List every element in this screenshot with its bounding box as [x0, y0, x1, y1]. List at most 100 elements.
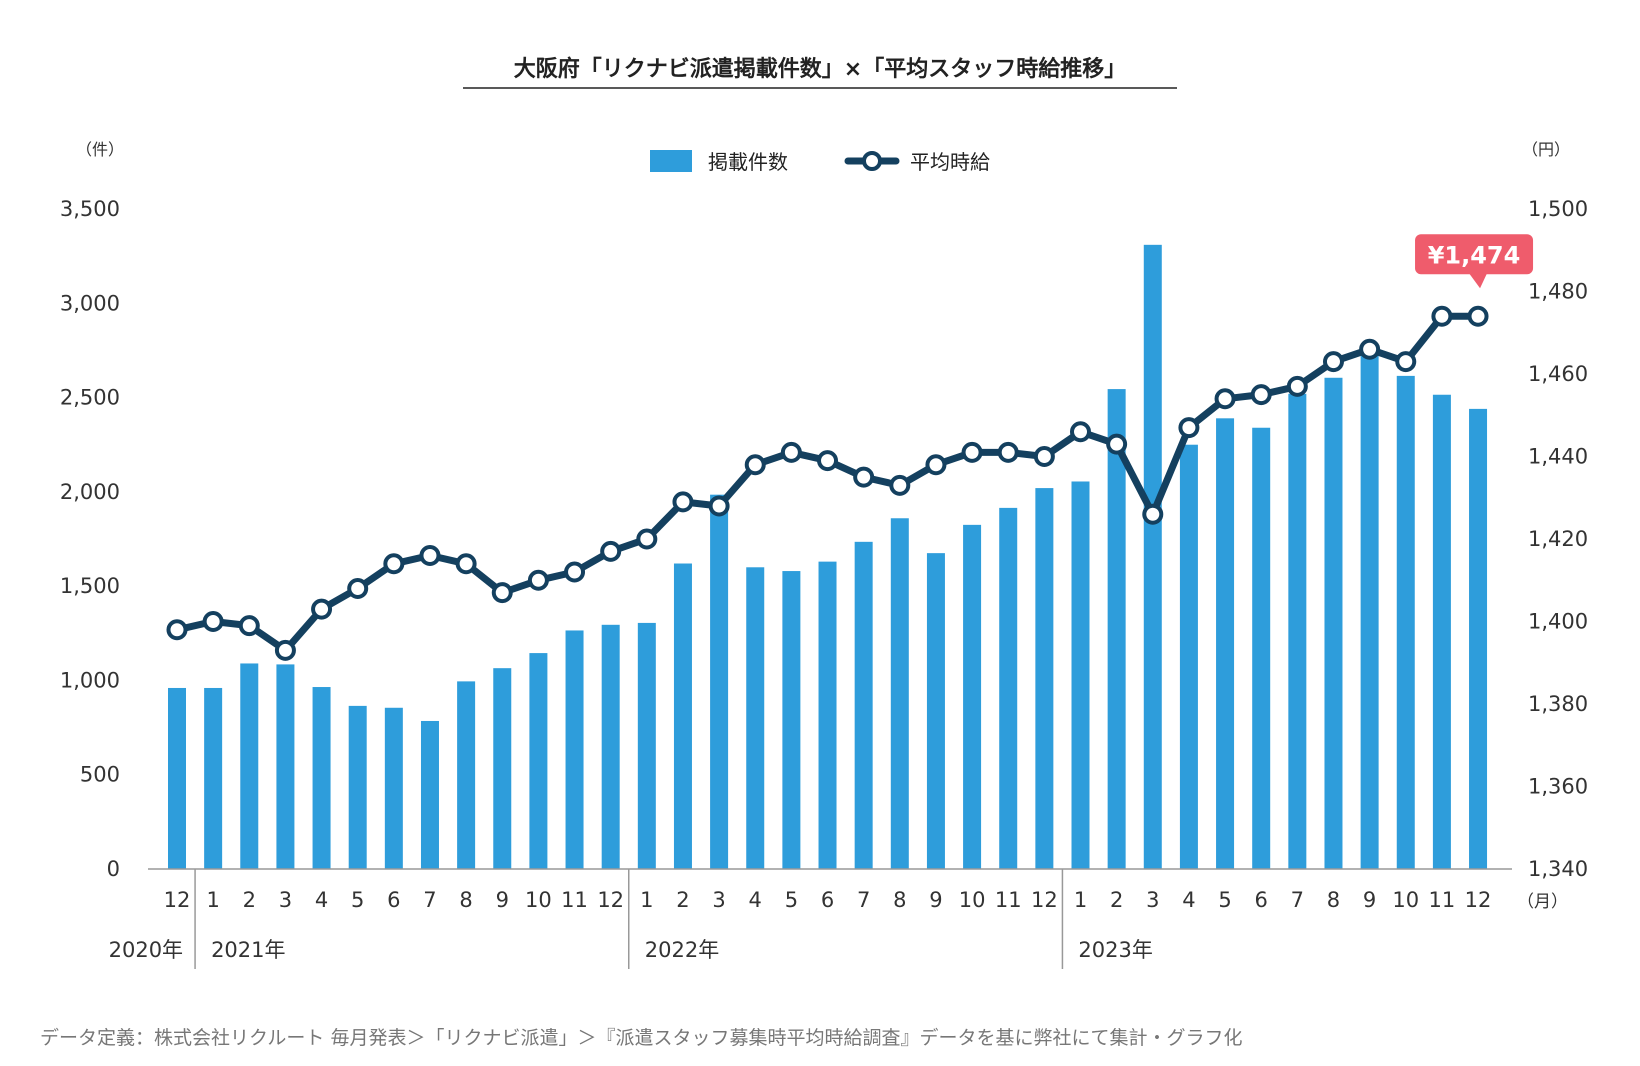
y-right-tick-label: 1,480	[1528, 280, 1588, 304]
year-labels: 2020年 2021年 2022年 2023年	[109, 869, 1153, 969]
bar	[565, 630, 584, 869]
bar	[1324, 377, 1343, 869]
y-right-unit: （円）	[1522, 140, 1570, 159]
x-tick-label: 7	[423, 888, 436, 912]
y-right-tick-label: 1,440	[1528, 445, 1588, 469]
y-left-unit: （件）	[76, 140, 124, 159]
line-point	[455, 553, 477, 575]
bar	[384, 707, 403, 869]
x-tick-label: 1	[1074, 888, 1087, 912]
line-point	[527, 569, 549, 591]
y-left-tick-label: 500	[80, 763, 120, 787]
chart-title: 大阪府「リクナビ派遣掲載件数」×「平均スタッフ時給推移」	[514, 56, 1126, 82]
y-left-tick-label: 0	[107, 857, 120, 881]
y-left-tick-label: 1,500	[60, 574, 120, 598]
x-tick-label: 6	[1255, 888, 1268, 912]
bar	[168, 687, 186, 869]
bar	[999, 507, 1018, 869]
x-tick-label: 3	[1146, 888, 1159, 912]
bar	[782, 571, 801, 869]
bar	[1396, 375, 1415, 869]
year-label: 2021年	[211, 938, 285, 962]
x-tick-label: 8	[459, 888, 472, 912]
x-tick-label: 2	[243, 888, 256, 912]
line-point	[1070, 421, 1091, 443]
line-point	[1033, 446, 1055, 467]
line-point	[347, 578, 369, 599]
x-tick-label: 7	[1291, 888, 1304, 912]
x-tick-label: 4	[1182, 888, 1195, 912]
price-callout: ¥1,474	[1415, 234, 1534, 289]
bar	[710, 494, 729, 869]
x-tick-label: 6	[387, 888, 400, 912]
line-point	[274, 639, 296, 661]
line-point	[997, 441, 1019, 463]
line-point	[744, 454, 766, 476]
bar	[1469, 408, 1488, 869]
y-right-tick-label: 1,380	[1528, 692, 1588, 716]
line-point	[708, 495, 730, 517]
bar	[1143, 244, 1162, 870]
legend-bar-swatch	[650, 150, 692, 172]
line-point	[1395, 351, 1417, 373]
x-tick-label: 1	[206, 888, 219, 912]
x-tick-label: 4	[749, 888, 762, 912]
x-tick-label: 9	[929, 888, 942, 912]
x-tick-label: 12	[1031, 888, 1058, 912]
y-left-tick-label: 1,000	[60, 668, 120, 692]
bar	[1432, 394, 1451, 869]
bar	[493, 668, 512, 869]
x-tick-label: 5	[351, 888, 364, 912]
bar	[1252, 427, 1271, 869]
callout-label: ¥1,474	[1428, 241, 1521, 269]
bar	[348, 705, 367, 869]
x-tick-label: 3	[712, 888, 725, 912]
y-left-axis: 0 500 1,000 1,500 2,000 2,500 3,000 3,500	[60, 197, 120, 881]
line-point	[925, 454, 947, 476]
x-tick-label: 10	[1392, 888, 1419, 912]
x-tick-label: 2	[1110, 888, 1123, 912]
year-label: 2020年	[109, 938, 183, 962]
x-tick-label: 5	[785, 888, 798, 912]
line-point	[1106, 433, 1128, 455]
line-point	[961, 441, 983, 463]
line-point	[1214, 388, 1236, 410]
bar	[1288, 393, 1307, 869]
x-tick-label: 11	[995, 888, 1022, 912]
x-tick-label: 4	[315, 888, 328, 912]
bar	[1216, 418, 1235, 869]
y-right-tick-label: 1,340	[1528, 857, 1588, 881]
line-point	[1178, 417, 1200, 439]
x-tick-label: 3	[279, 888, 292, 912]
line-point	[564, 561, 586, 583]
bar	[1360, 352, 1379, 869]
x-tick-label: 10	[959, 888, 986, 912]
bar	[637, 622, 656, 869]
bar	[746, 567, 765, 869]
callout-pointer	[1469, 273, 1488, 289]
x-tick-label: 8	[1327, 888, 1340, 912]
x-tick-label: 9	[1363, 888, 1376, 912]
x-tick-label: 12	[1465, 888, 1492, 912]
bar	[240, 663, 259, 869]
bar	[601, 624, 620, 869]
x-tick-label: 12	[164, 888, 191, 912]
x-tick-label: 5	[1218, 888, 1231, 912]
y-right-tick-label: 1,420	[1528, 527, 1588, 551]
y-left-tick-label: 3,500	[60, 197, 120, 221]
line-point	[672, 491, 694, 513]
x-tick-label: 7	[857, 888, 870, 912]
line-point	[853, 466, 875, 488]
line-point	[889, 474, 911, 496]
bar	[312, 687, 331, 869]
bar	[276, 664, 295, 869]
line-point	[1359, 338, 1381, 360]
x-tick-label: 11	[1429, 888, 1456, 912]
line-series	[166, 305, 1489, 661]
y-left-tick-label: 2,500	[60, 386, 120, 410]
legend-bar-label: 掲載件数	[708, 150, 788, 174]
line-point	[202, 611, 224, 632]
line-point	[636, 528, 658, 550]
